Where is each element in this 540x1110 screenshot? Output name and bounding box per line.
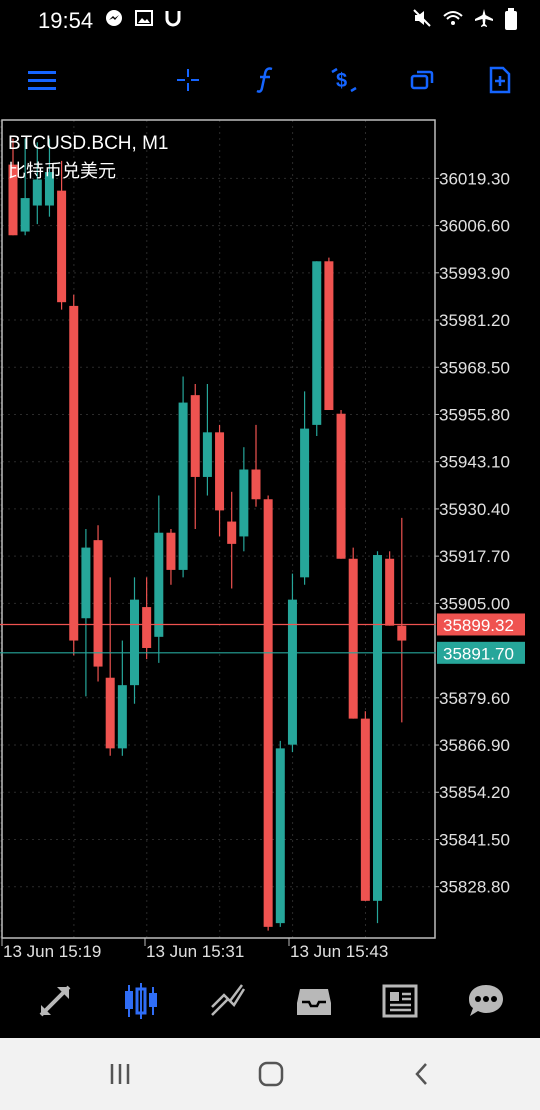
- candle-body: [227, 521, 237, 544]
- y-axis: 36019.30 36006.60 35993.90 35981.20 35968.50…: [435, 169, 510, 897]
- x-tick-label: 13 Jun 15:19: [3, 942, 101, 961]
- news-icon[interactable]: [376, 979, 424, 1023]
- candle-body: [324, 261, 334, 411]
- status-bar: 19:54: [0, 0, 540, 38]
- candle-body: [300, 428, 310, 578]
- y-tick-label: 35955.80: [439, 405, 510, 424]
- chat-icon[interactable]: [462, 979, 510, 1023]
- candle-body: [81, 547, 91, 619]
- windows-icon[interactable]: [400, 58, 444, 102]
- candle-body: [178, 402, 188, 570]
- candle-body: [385, 558, 395, 626]
- wifi-icon: [442, 8, 464, 35]
- candle-body: [360, 718, 370, 901]
- mute-icon: [412, 8, 432, 35]
- recents-icon[interactable]: [100, 1054, 140, 1094]
- back-icon[interactable]: [402, 1054, 442, 1094]
- chart-title: BTCUSD.BCH, M1: [8, 133, 168, 154]
- candle-body: [117, 685, 127, 749]
- candle-body: [336, 413, 346, 559]
- y-tick-label: 35841.50: [439, 830, 510, 849]
- bid-price-tag: [437, 613, 525, 636]
- y-tick-label: 35905.00: [439, 594, 510, 613]
- inbox-icon[interactable]: [290, 979, 338, 1023]
- x-tick-label: 13 Jun 15:31: [146, 942, 244, 961]
- home-icon[interactable]: [251, 1054, 291, 1094]
- candle-body: [105, 677, 115, 749]
- candle-body: [166, 532, 176, 570]
- status-time: 19:54: [38, 8, 94, 33]
- candle-body: [44, 172, 54, 206]
- ask-price-label: 35891.70: [443, 644, 514, 663]
- candle-body: [20, 198, 30, 232]
- y-tick-label: 35917.70: [439, 547, 510, 566]
- status-icons-right: [412, 8, 518, 35]
- y-tick-label: 35854.20: [439, 783, 510, 802]
- candle-body: [275, 748, 285, 924]
- chart-plot-border: [1, 119, 436, 939]
- y-tick-label: 35968.50: [439, 358, 510, 377]
- candle-body: [202, 432, 212, 477]
- candle-body: [373, 555, 382, 901]
- candle-body: [154, 532, 164, 637]
- new-order-icon[interactable]: [478, 58, 522, 102]
- bid-price-label: 35899.32: [443, 616, 514, 635]
- candle-body: [130, 599, 139, 686]
- y-tick-label: 35879.60: [439, 689, 510, 708]
- trend-icon[interactable]: [204, 979, 252, 1023]
- candle-body: [251, 469, 261, 500]
- y-tick-label: 36006.60: [439, 217, 510, 236]
- u-icon: [164, 8, 182, 33]
- candle-body: [397, 625, 407, 641]
- candle-body: [312, 261, 322, 425]
- candle-body: [93, 540, 103, 667]
- candle-body: [190, 395, 200, 477]
- messenger-icon: [104, 8, 124, 33]
- candle-body: [287, 599, 297, 745]
- y-tick-label: 35993.90: [439, 264, 510, 283]
- function-icon[interactable]: [244, 58, 288, 102]
- bottom-navigation: [0, 965, 540, 1037]
- y-tick-label: 35981.20: [439, 311, 510, 330]
- y-tick-label: 35930.40: [439, 500, 510, 519]
- x-axis: 13 Jun 15:19 13 Jun 15:31 13 Jun 15:43: [1, 938, 388, 961]
- chart-toolbar: $: [0, 48, 540, 108]
- candle-body: [69, 305, 79, 641]
- y-tick-label: 35943.10: [439, 453, 510, 472]
- system-navigation-bar: [0, 1038, 540, 1110]
- candle-body: [263, 499, 273, 927]
- dollar-chart-icon[interactable]: $: [322, 58, 366, 102]
- chart-subtitle: 比特币兑美元: [8, 161, 116, 182]
- crosshair-icon[interactable]: [166, 58, 210, 102]
- y-tick-label: 35828.80: [439, 878, 510, 897]
- candle-body: [239, 469, 249, 537]
- chart-candles-icon[interactable]: [117, 979, 165, 1023]
- candlestick-chart[interactable]: 35899.32 35891.70 36019.30 36006.60 35993.9…: [0, 118, 540, 963]
- airplane-icon: [474, 8, 494, 35]
- candle-body: [32, 179, 42, 206]
- price-lines: 35899.32 35891.70: [0, 613, 525, 664]
- status-icons-left: [104, 8, 182, 33]
- menu-icon[interactable]: [20, 58, 64, 102]
- ask-price-tag: [437, 641, 525, 664]
- y-tick-label: 35866.90: [439, 736, 510, 755]
- gallery-icon: [134, 8, 154, 33]
- trade-arrows-icon[interactable]: [31, 979, 79, 1023]
- candle-body: [215, 432, 225, 511]
- y-tick-label: 36019.30: [439, 169, 510, 188]
- candles: [8, 138, 407, 931]
- candle-body: [348, 558, 358, 719]
- svg-text:$: $: [336, 70, 347, 92]
- candle-body: [8, 164, 18, 236]
- candle-body: [142, 607, 152, 648]
- battery-icon: [504, 8, 518, 35]
- x-tick-label: 13 Jun 15:43: [290, 942, 388, 961]
- candle-body: [57, 190, 67, 303]
